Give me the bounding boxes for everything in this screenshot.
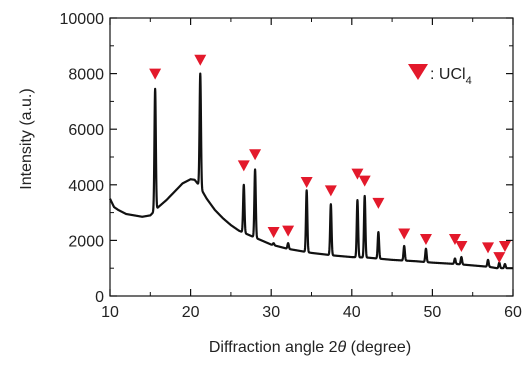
ucl4-peak-marker [482, 242, 495, 254]
labels: Intensity (a.u.) Diffraction angle 2θ (d… [18, 88, 411, 356]
ucl4-peak-marker [398, 228, 411, 240]
x-tick-label: 20 [182, 304, 200, 321]
y-tick-label: 6000 [68, 122, 104, 139]
ucl4-peak-marker [372, 197, 385, 209]
xrd-pattern-line [109, 72, 514, 270]
x-tick-label: 30 [262, 304, 280, 321]
ucl4-peak-marker [419, 234, 432, 246]
ucl4-peak-marker [267, 227, 280, 239]
ucl4-peak-marker [448, 234, 461, 246]
x-tick-label: 50 [424, 304, 442, 321]
legend-label-prefix: : UCl [430, 66, 466, 83]
y-tick-label: 0 [95, 289, 104, 306]
x-tick-label: 10 [101, 304, 119, 321]
legend-marker-icon [408, 64, 428, 80]
y-axis-title: Intensity (a.u.) [18, 88, 35, 189]
axes: 10 20 30 40 50 60 0 2000 4000 6000 8000 10000 [60, 11, 523, 321]
x-axis-title-theta: θ [338, 339, 347, 356]
y-tick-label: 4000 [68, 178, 104, 195]
x-axis-title-prefix: Diffraction angle 2 [209, 339, 338, 356]
plot-frame [109, 17, 514, 297]
ucl4-peak-marker [237, 160, 250, 172]
x-tick-label: 60 [504, 304, 522, 321]
ucl4-peak-marker [194, 54, 207, 66]
x-axis-title: Diffraction angle 2θ (degree) [209, 339, 411, 356]
ucl4-peak-marker [324, 185, 337, 197]
legend-label: : UCl4 [430, 66, 472, 87]
ucl4-peak-marker [493, 252, 506, 264]
y-tick-label: 10000 [60, 11, 105, 28]
y-tick-label: 8000 [68, 67, 104, 84]
x-tick-label: 40 [343, 304, 361, 321]
ucl4-peak-marker [358, 175, 371, 187]
legend-label-subscript: 4 [466, 75, 472, 87]
legend: : UCl4 [408, 64, 472, 87]
ucl4-peak-marker [498, 240, 511, 252]
ucl4-peak-marker [351, 168, 364, 180]
y-tick-label: 2000 [68, 233, 104, 250]
ucl4-peak-marker [282, 225, 295, 237]
plot-area [109, 54, 514, 270]
ucl4-peak-marker [300, 177, 313, 189]
ucl4-peak-marker [249, 149, 262, 161]
x-axis-title-suffix: (degree) [346, 339, 411, 356]
ucl4-peak-marker [455, 240, 468, 252]
ucl4-peak-marker [149, 68, 162, 80]
